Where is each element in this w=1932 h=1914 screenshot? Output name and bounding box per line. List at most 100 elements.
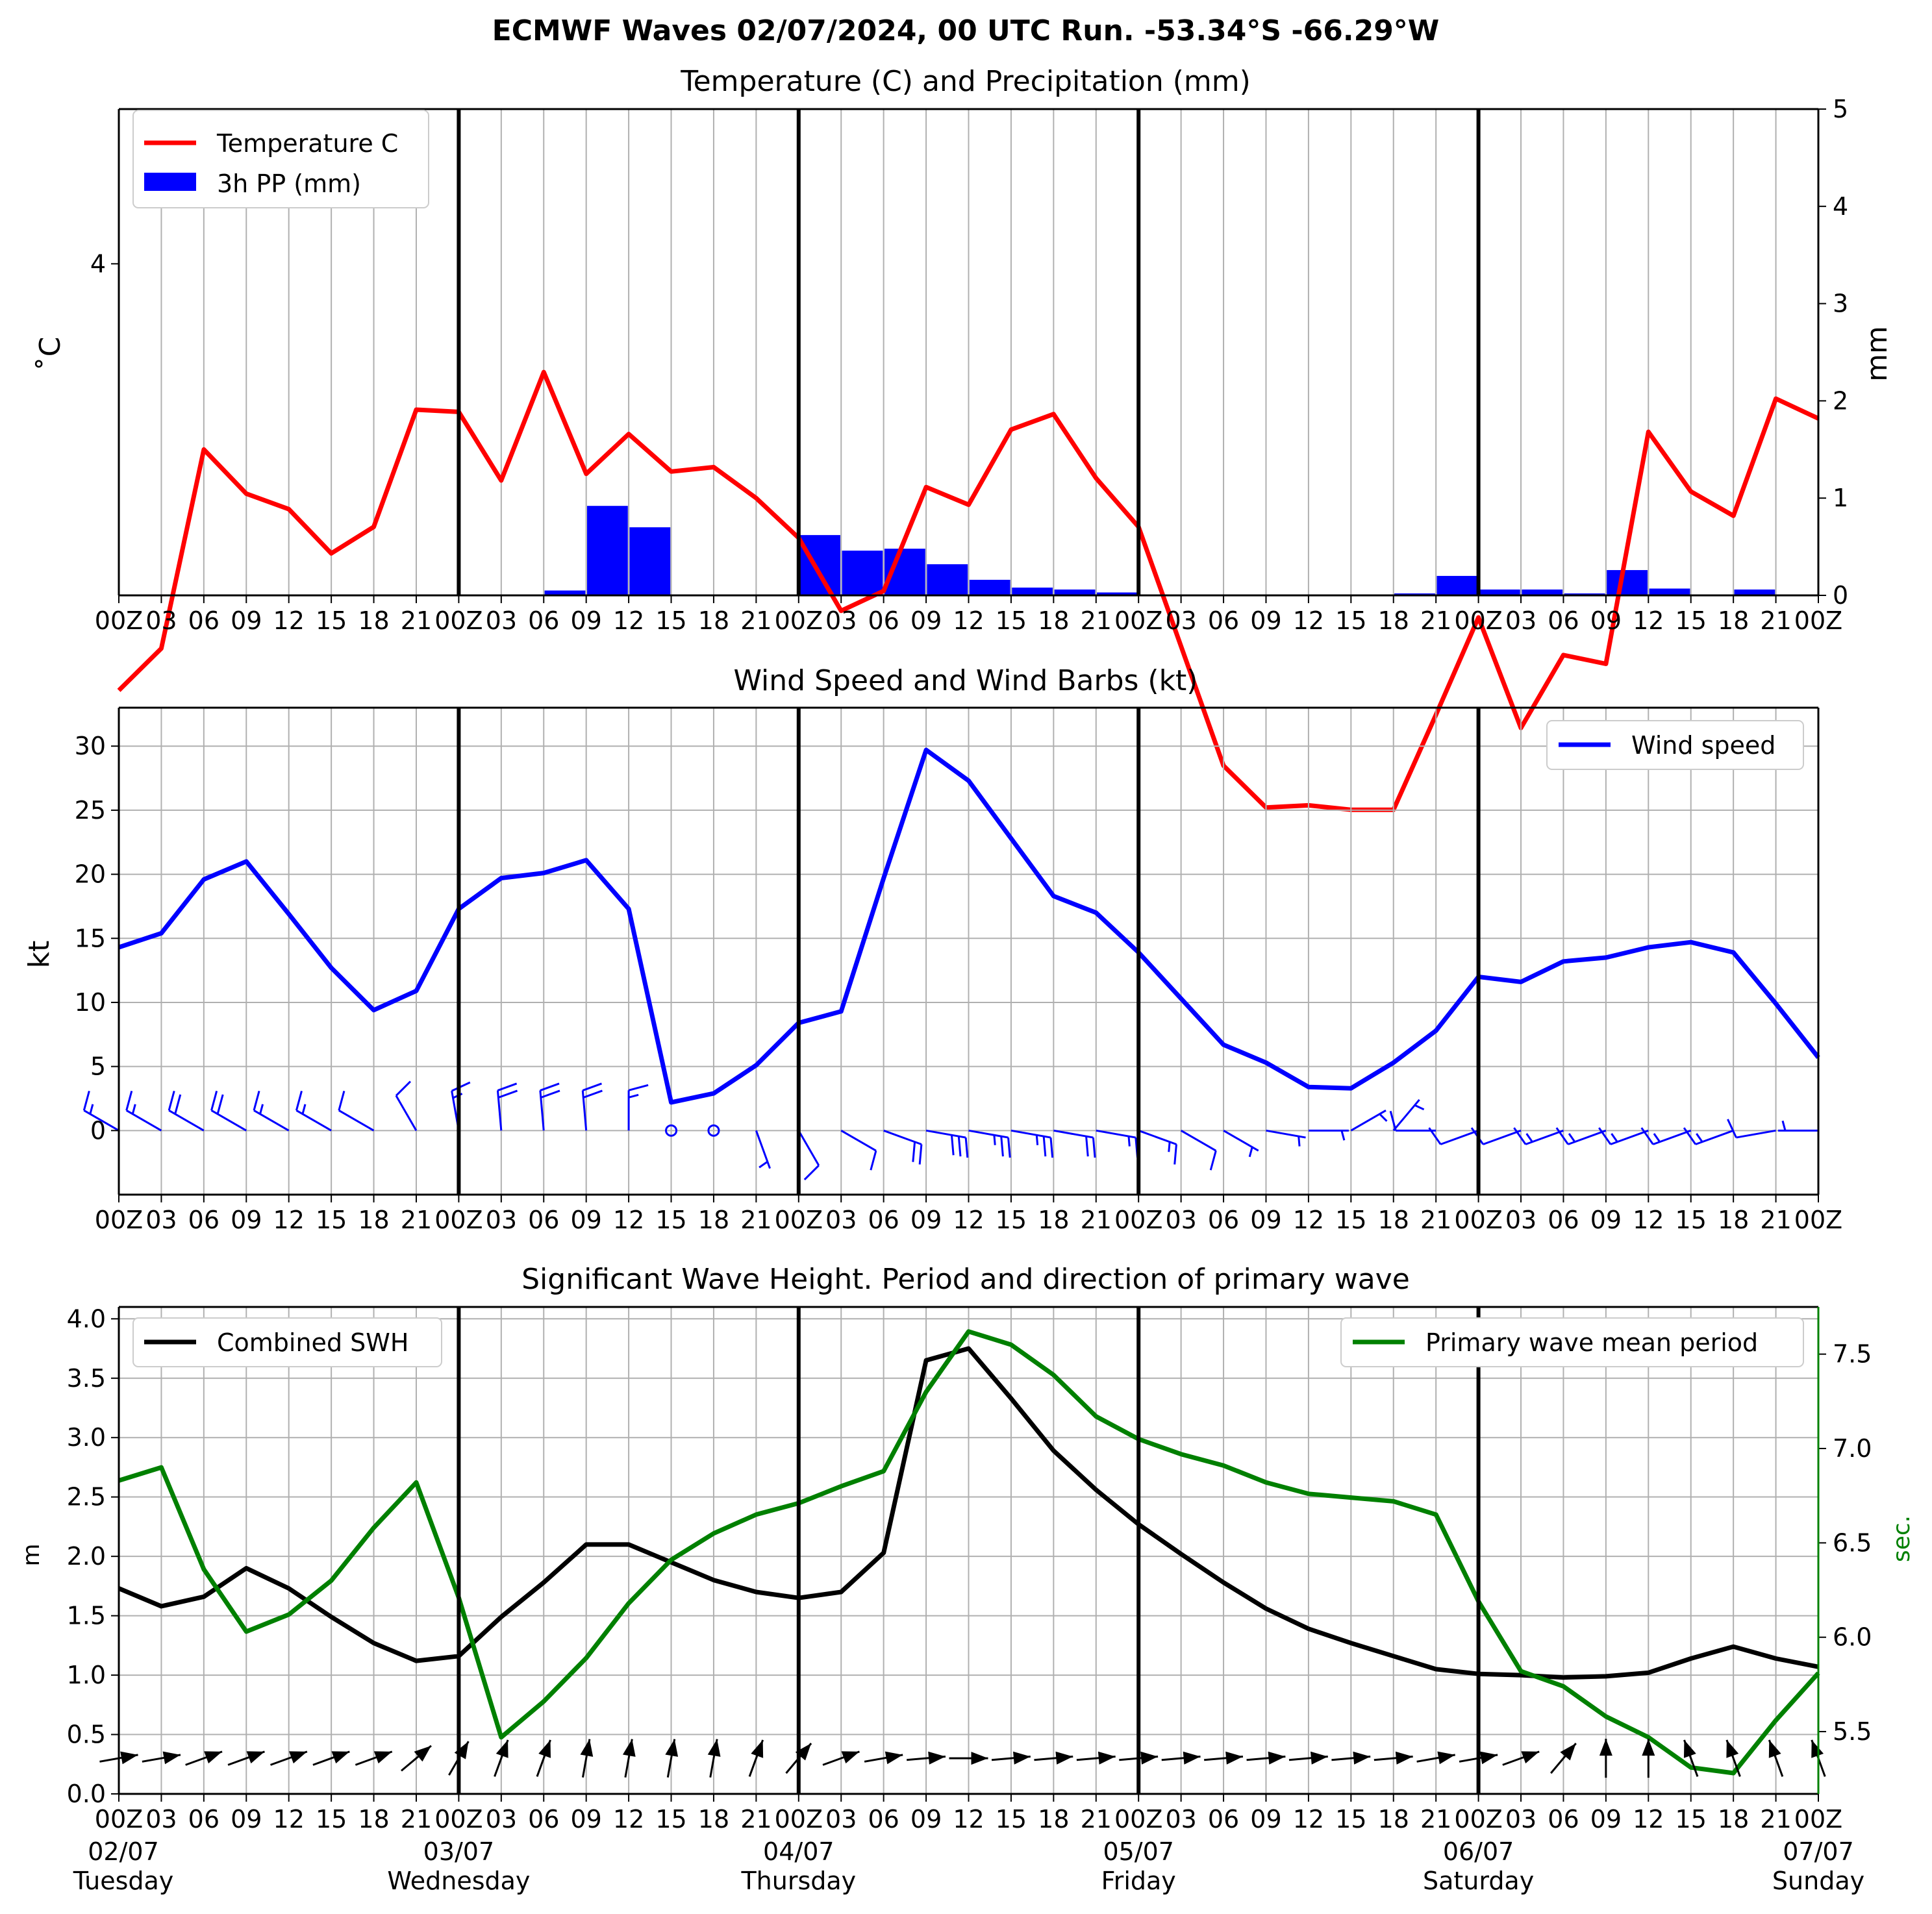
day-date-label: 03/07 xyxy=(423,1837,495,1866)
wind-barb-feather xyxy=(912,1141,916,1162)
x-tick-label: 18 xyxy=(1718,1805,1749,1833)
wind-panel-title: Wind Speed and Wind Barbs (kt) xyxy=(734,664,1198,697)
x-tick-label: 18 xyxy=(1038,1206,1069,1234)
wind-legend: Wind speed xyxy=(1546,720,1804,770)
y2-tick-label: 0 xyxy=(1833,581,1848,610)
wave-direction-arrowhead xyxy=(289,1751,307,1764)
wave-direction-arrowhead xyxy=(120,1751,138,1765)
temp-legend: Temperature C 3h PP (mm) xyxy=(132,110,429,208)
wave-direction-arrowhead xyxy=(1768,1739,1781,1758)
x-tick-label: 21 xyxy=(1081,606,1112,635)
wind-barb-feather xyxy=(451,1081,471,1092)
x-tick-label: 06 xyxy=(1208,1206,1239,1234)
wave-direction-arrows xyxy=(99,1739,1826,1778)
period-ylabel: sec. xyxy=(1888,1515,1915,1562)
x-tick-label: 00Z xyxy=(95,1805,143,1833)
wave-direction-arrowhead xyxy=(971,1752,988,1765)
wind-legend-label: Wind speed xyxy=(1631,731,1775,760)
wave-direction-arrowhead xyxy=(1268,1751,1286,1765)
x-tick-label: 00Z xyxy=(95,606,143,635)
wind-barb-feather xyxy=(1555,1127,1569,1145)
wave-direction-arrowhead xyxy=(1353,1751,1371,1765)
wind-barb-feather xyxy=(628,1084,649,1091)
wind-barb-staff xyxy=(1652,1129,1692,1145)
wind-barb-staff xyxy=(1610,1129,1649,1145)
wind-barb-staff xyxy=(1053,1129,1094,1139)
x-tick-label: 12 xyxy=(1293,1805,1324,1833)
x-tick-label: 21 xyxy=(1760,1206,1791,1234)
wind-barb-staff xyxy=(210,1110,247,1132)
x-tick-label: 15 xyxy=(1675,1805,1707,1833)
y2-tick-label: 6.0 xyxy=(1833,1623,1872,1652)
wind-barb-staff xyxy=(338,1110,375,1132)
x-tick-label: 03 xyxy=(825,606,857,635)
y-tick-label: 2.5 xyxy=(67,1483,106,1511)
x-tick-label: 21 xyxy=(401,1206,432,1234)
x-tick-label: 12 xyxy=(953,606,984,635)
temp-panel-axes: 00Z 03 06 09 12 15 18 21 00Z 03 06 09 12 15 18 21 00Z 03 0… xyxy=(90,95,1848,635)
wind-barb-feather xyxy=(210,1090,218,1111)
y-tick-label: 4 xyxy=(90,249,106,278)
wave-direction-arrowhead xyxy=(1437,1751,1455,1765)
x-tick-label: 15 xyxy=(1675,606,1707,635)
x-tick-label: 03 xyxy=(1165,606,1196,635)
x-tick-label: 06 xyxy=(868,606,899,635)
precip-bar xyxy=(1607,570,1648,595)
x-tick-label: 18 xyxy=(358,1206,389,1234)
x-tick-label: 12 xyxy=(613,606,644,635)
period-line xyxy=(118,1329,1820,1776)
wind-barb-staff xyxy=(1736,1129,1776,1139)
wind-barb-staff xyxy=(1010,1129,1051,1139)
y-tick-label: 15 xyxy=(75,924,106,952)
day-date-label: 07/07 xyxy=(1783,1837,1854,1866)
precip-bar xyxy=(1097,592,1138,595)
wind-barb-feather xyxy=(1000,1136,1004,1157)
temperature-precip-panel: Temperature (C) and Precipitation (mm) 0… xyxy=(34,65,1894,812)
x-tick-label: 18 xyxy=(1038,1805,1069,1833)
wind-barbs xyxy=(82,1080,1818,1180)
x-tick-label: 12 xyxy=(953,1206,984,1234)
wind-barb-feather xyxy=(803,1164,820,1180)
wind-barb-half-feather xyxy=(1414,1104,1425,1111)
x-tick-label: 18 xyxy=(1718,1206,1749,1234)
x-tick-label: 09 xyxy=(231,1805,262,1833)
wave-direction-arrowhead xyxy=(331,1751,350,1764)
wind-barb-half-feather xyxy=(89,1104,94,1115)
x-tick-label: 15 xyxy=(655,1206,686,1234)
wave-panel-grid xyxy=(118,1307,1819,1795)
y2-tick-label: 6.5 xyxy=(1833,1528,1872,1557)
wind-barb-feather xyxy=(82,1090,90,1111)
x-tick-label: 06 xyxy=(1548,606,1579,635)
wind-barb-feather xyxy=(870,1150,877,1171)
x-tick-label: 00Z xyxy=(95,1206,143,1234)
wind-barb-half-feather xyxy=(1525,1133,1533,1143)
precip-bar xyxy=(1436,576,1478,595)
x-tick-label: 21 xyxy=(1420,606,1451,635)
x-tick-label: 12 xyxy=(273,1805,305,1833)
wave-direction-arrowhead xyxy=(622,1739,636,1757)
x-tick-label: 06 xyxy=(1548,1805,1579,1833)
y2-tick-label: 3 xyxy=(1833,290,1848,318)
x-tick-label: 06 xyxy=(1548,1206,1579,1234)
wind-lines xyxy=(118,747,1820,1105)
wind-barb-staff xyxy=(1138,1129,1177,1145)
precip-bar xyxy=(544,590,586,595)
x-tick-label: 06 xyxy=(868,1206,899,1234)
wind-barb-feather xyxy=(918,1144,923,1165)
x-tick-label: 21 xyxy=(1081,1206,1112,1234)
x-tick-label: 18 xyxy=(358,606,389,635)
wind-barb-half-feather xyxy=(131,1104,136,1115)
x-tick-label: 06 xyxy=(528,1805,559,1833)
wave-direction-arrowhead xyxy=(246,1751,265,1764)
period-legend-box xyxy=(1340,1317,1804,1367)
wind-barb-staff xyxy=(1483,1129,1522,1145)
temp-legend-label: Temperature C xyxy=(216,129,398,158)
wind-panel-grid xyxy=(118,708,1819,1195)
precip-bar xyxy=(1479,590,1520,595)
wave-direction-arrowhead xyxy=(928,1751,946,1765)
period-legend-label: Primary wave mean period xyxy=(1425,1328,1758,1357)
wind-barb-half-feather xyxy=(1168,1141,1171,1152)
wave-direction-arrowhead xyxy=(841,1751,860,1764)
wind-barb-feather xyxy=(338,1090,345,1111)
